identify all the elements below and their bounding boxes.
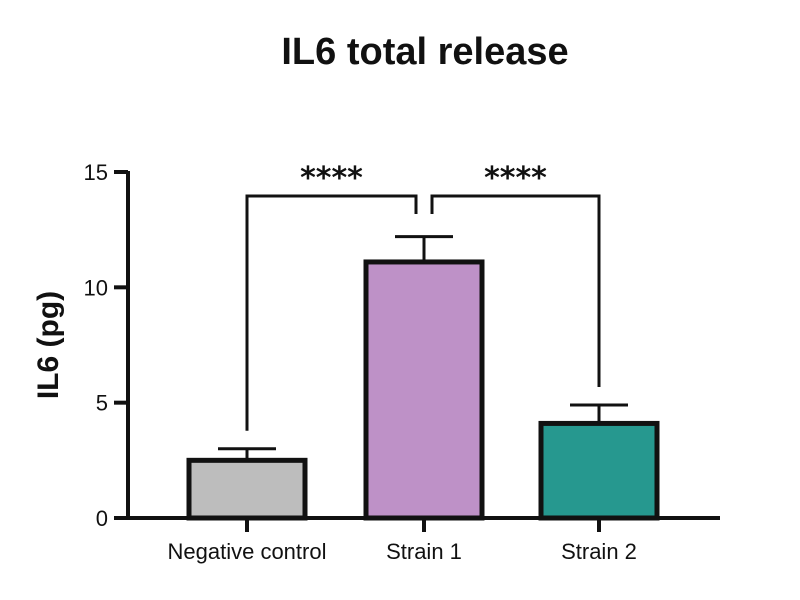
plot-area: 0 5 10 15 Negative control Strain 1 Strain 2 **… [84, 160, 720, 564]
significance-label: **** [484, 161, 547, 196]
y-tick-label: 15 [84, 160, 108, 185]
x-tick-label: Strain 1 [386, 539, 462, 564]
x-tick-label: Negative control [168, 539, 327, 564]
significance-bracket [430, 194, 601, 387]
x-tick-label: Strain 2 [561, 539, 637, 564]
bar [538, 420, 660, 521]
y-tick-label: 10 [84, 275, 108, 300]
y-axis-label: IL6 (pg) [32, 291, 65, 399]
significance-label: **** [300, 161, 363, 196]
y-tick-label: 0 [96, 506, 108, 531]
bar [363, 259, 485, 521]
chart-title: IL6 total release [281, 31, 568, 73]
significance-bracket [245, 194, 418, 431]
bar [186, 457, 308, 521]
y-tick-label: 5 [96, 391, 108, 416]
